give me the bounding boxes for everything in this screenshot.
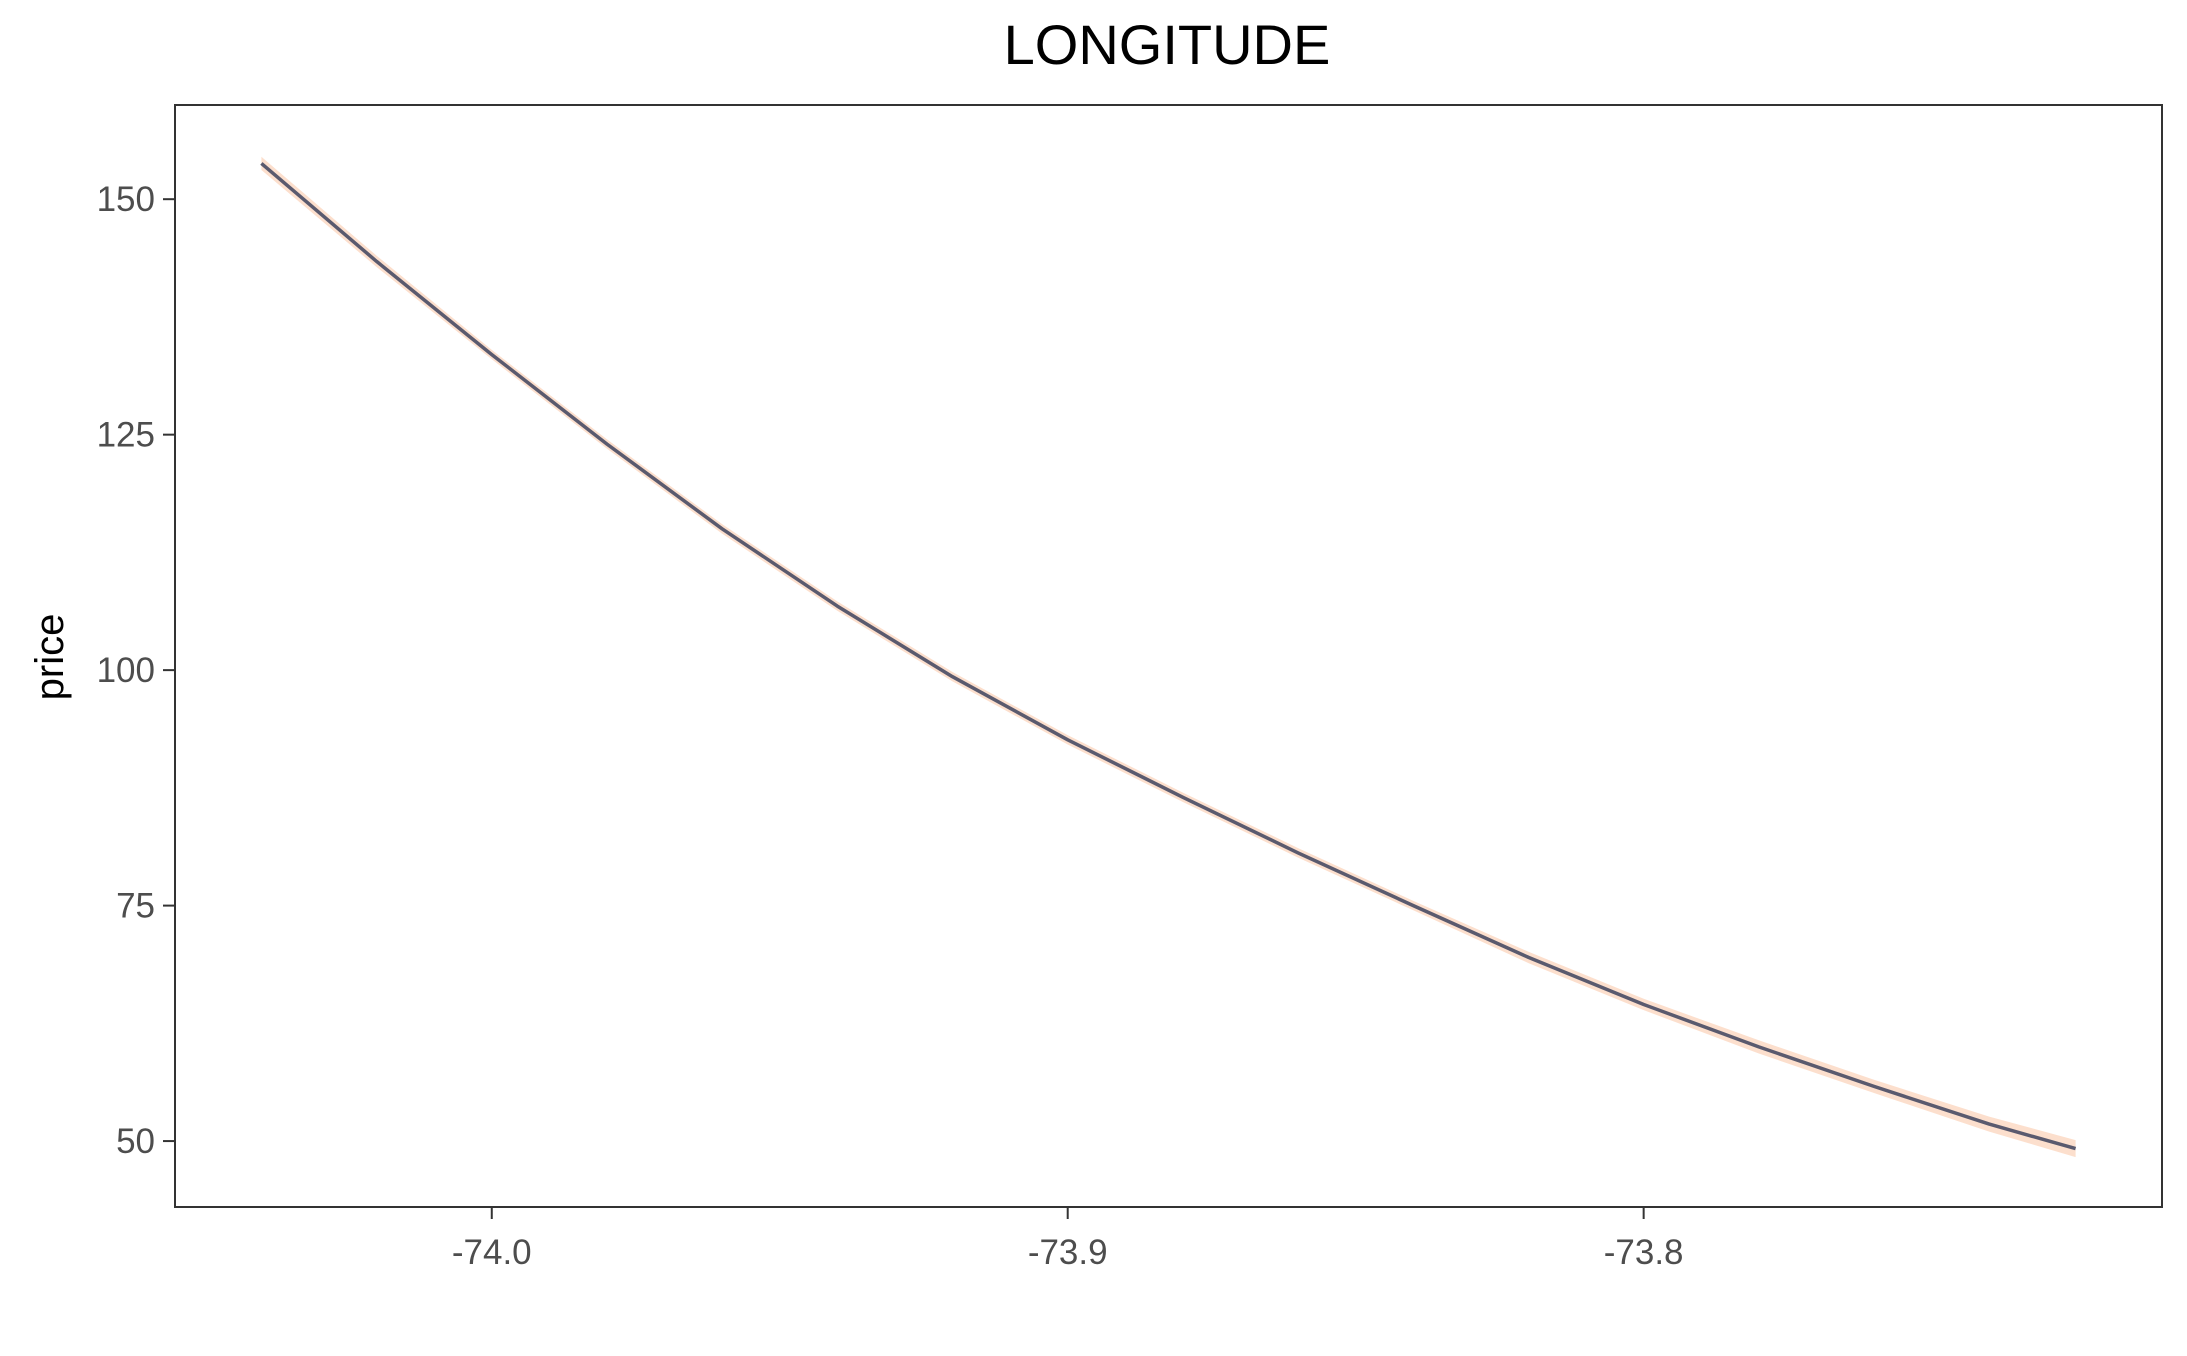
x-tick-label: -73.9 (1028, 1233, 1108, 1272)
plot-panel-border (174, 104, 2163, 1208)
y-tick-label: 125 (97, 416, 155, 455)
x-axis: -74.0 -73.9 -73.8 (452, 1207, 1684, 1272)
confidence-band (261, 156, 2076, 1158)
y-axis-title: price (28, 614, 72, 701)
x-tick-label: -73.8 (1604, 1233, 1684, 1272)
series-line (260, 162, 2077, 1151)
y-axis: 50 75 100 125 150 (97, 180, 175, 1161)
y-tick-label: 50 (116, 1122, 155, 1161)
x-tick-label: -74.0 (452, 1233, 532, 1272)
chart-title: LONGITUDE (1004, 13, 1331, 76)
confidence-band-layer (261, 156, 2076, 1158)
y-tick-label: 100 (97, 651, 155, 690)
y-tick-label: 75 (116, 887, 155, 926)
y-tick-label: 150 (97, 180, 155, 219)
series-line-layer (260, 162, 2077, 1151)
